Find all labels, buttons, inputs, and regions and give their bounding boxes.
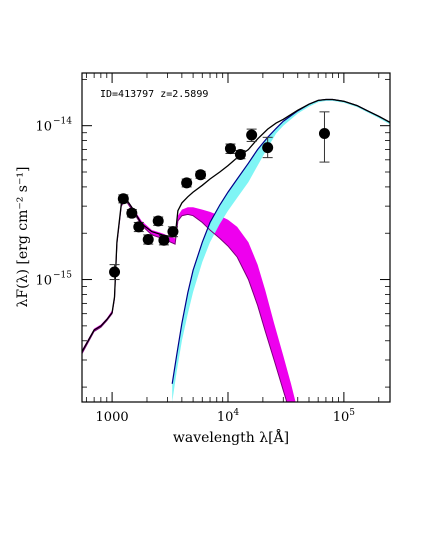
x-axis-label: wavelength λ[Å]	[173, 428, 289, 446]
photometry-point	[126, 207, 138, 219]
total-model-line	[82, 98, 390, 352]
photometry-point	[109, 266, 121, 278]
y-axis-label: λF(λ) [erg cm⁻² s⁻¹]	[15, 167, 31, 308]
photometry-point	[262, 142, 274, 154]
photometry-point	[246, 129, 258, 141]
photometry-point	[224, 143, 236, 155]
model-bands	[82, 99, 390, 402]
y-tick-exponent: −14	[53, 117, 72, 127]
photometry-points	[109, 111, 330, 281]
x-tick-label: 1000	[96, 410, 129, 425]
x-tick-exponent: 4	[233, 408, 239, 418]
axis-ticks: 1000 104 105 10−15 10−14	[35, 73, 390, 425]
photometry-point	[181, 177, 193, 189]
y-tick-exponent: −15	[53, 271, 72, 281]
stellar-model-band	[82, 196, 296, 402]
photometry-point	[158, 234, 170, 246]
photometry-point	[167, 226, 179, 238]
x-tick-exponent: 5	[349, 408, 355, 418]
photometry-point	[133, 221, 145, 233]
x-tick-label: 105	[333, 408, 356, 425]
photometry-point	[117, 193, 129, 205]
plot-frame	[81, 72, 391, 403]
y-tick-label: 10−14	[35, 117, 72, 135]
photometry-point	[195, 169, 207, 181]
photometry-point	[142, 234, 154, 246]
x-tick-label: 104	[217, 408, 240, 425]
photometry-point	[318, 127, 330, 139]
y-tick-label: 10−15	[35, 271, 72, 289]
photometry-point	[234, 148, 246, 160]
source-id-annotation: ID=413797 z=2.5899	[100, 89, 208, 100]
photometry-point	[152, 215, 164, 227]
